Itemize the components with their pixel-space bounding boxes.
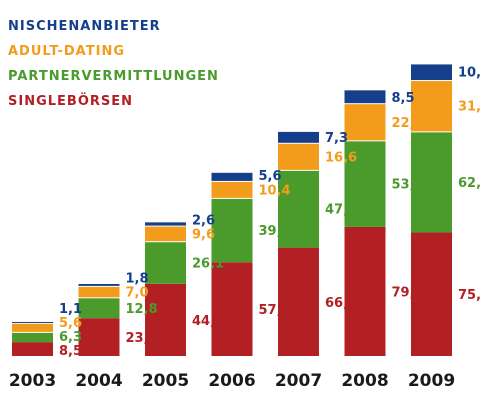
bar-partnervermittlungen-2007 xyxy=(278,170,319,248)
legend-item-adult-dating: ADULT-DATING xyxy=(8,44,125,59)
bar-partnervermittlungen-2004 xyxy=(78,298,120,319)
bar-adult-dating-2004 xyxy=(78,286,120,298)
bar-adult-dating-2003 xyxy=(12,323,53,332)
bar-adult-dating-2007 xyxy=(278,143,319,170)
value-label-adult-dating-2005: 9,6 xyxy=(192,227,215,242)
bars xyxy=(12,64,452,356)
value-label-adult-dating-2009: 31,5 xyxy=(458,100,481,115)
legend-item-partnervermittlungen: PARTNERVERMITTLUNGEN xyxy=(8,69,219,84)
bar-singleboersen-2009 xyxy=(411,232,452,356)
bar-partnervermittlungen-2008 xyxy=(344,141,386,227)
bar-singleboersen-2003 xyxy=(12,342,53,356)
legend: NISCHENANBIETER ADULT-DATING PARTNERVERMIT… xyxy=(8,19,219,109)
value-label-singleboersen-2009: 75,8 xyxy=(458,288,481,303)
value-label-adult-dating-2003: 5,6 xyxy=(59,316,82,331)
bar-singleboersen-2008 xyxy=(344,226,386,356)
value-label-nischenanbieter-2003: 1,1 xyxy=(59,302,82,317)
value-label-adult-dating-2008: 22,8 xyxy=(392,116,424,131)
value-label-nischenanbieter-2004: 1,8 xyxy=(126,271,149,286)
bar-nischenanbieter-2009 xyxy=(411,64,452,81)
value-label-singleboersen-2006: 57,5 xyxy=(259,303,291,318)
year-axis: 2003 2004 2005 2006 2007 2008 2009 xyxy=(9,371,455,391)
bar-partnervermittlungen-2009 xyxy=(411,132,452,233)
value-label-nischenanbieter-2007: 7,3 xyxy=(325,131,348,146)
bar-partnervermittlungen-2005 xyxy=(145,242,186,284)
value-label-nischenanbieter-2005: 2,6 xyxy=(192,213,215,228)
year-label-2005: 2005 xyxy=(142,371,189,391)
legend-item-singleboersen: SINGLEBÖRSEN xyxy=(8,93,133,109)
year-label-2007: 2007 xyxy=(275,371,322,391)
bar-partnervermittlungen-2003 xyxy=(12,332,53,343)
bar-adult-dating-2006 xyxy=(211,181,253,198)
value-label-singleboersen-2007: 66,5 xyxy=(325,296,357,311)
bar-singleboersen-2004 xyxy=(78,318,120,356)
bar-nischenanbieter-2003 xyxy=(12,321,53,323)
bar-nischenanbieter-2008 xyxy=(344,90,386,104)
year-label-2008: 2008 xyxy=(341,371,388,391)
value-label-nischenanbieter-2008: 8,5 xyxy=(392,91,415,106)
bar-singleboersen-2006 xyxy=(211,262,253,356)
bar-singleboersen-2005 xyxy=(145,283,186,356)
value-label-singleboersen-2003: 8,5 xyxy=(59,344,82,359)
value-label-adult-dating-2004: 7,0 xyxy=(126,285,149,300)
value-label-nischenanbieter-2009: 10,2 xyxy=(458,66,481,81)
value-label-partnervermittlungen-2005: 26,1 xyxy=(192,257,224,272)
value-label-partnervermittlungen-2009: 62,0 xyxy=(458,176,481,191)
bar-adult-dating-2009 xyxy=(411,81,452,132)
year-label-2009: 2009 xyxy=(408,371,455,391)
bar-nischenanbieter-2007 xyxy=(278,131,319,143)
value-label-singleboersen-2004: 23,2 xyxy=(126,331,158,346)
value-label-singleboersen-2008: 79,2 xyxy=(392,286,424,301)
value-label-singleboersen-2005: 44,3 xyxy=(192,314,224,329)
bar-nischenanbieter-2004 xyxy=(78,283,120,286)
legend-item-nischenanbieter: NISCHENANBIETER xyxy=(8,19,161,34)
bar-singleboersen-2007 xyxy=(278,247,319,356)
year-label-2006: 2006 xyxy=(208,371,255,391)
bar-adult-dating-2008 xyxy=(344,104,386,141)
year-label-2004: 2004 xyxy=(75,371,122,391)
value-label-partnervermittlungen-2008: 53,1 xyxy=(392,178,424,193)
bar-partnervermittlungen-2006 xyxy=(211,198,253,263)
value-label-partnervermittlungen-2006: 39,5 xyxy=(259,224,291,239)
value-label-partnervermittlungen-2003: 6,3 xyxy=(59,330,82,345)
value-label-partnervermittlungen-2004: 12,8 xyxy=(126,302,158,317)
value-labels: 8,56,35,61,123,212,87,01,844,326,19,62,6… xyxy=(59,66,481,359)
bar-adult-dating-2005 xyxy=(145,226,186,242)
value-label-nischenanbieter-2006: 5,6 xyxy=(259,169,282,184)
year-label-2003: 2003 xyxy=(9,371,56,391)
bar-nischenanbieter-2005 xyxy=(145,222,186,226)
value-label-partnervermittlungen-2007: 47,7 xyxy=(325,203,357,218)
bar-nischenanbieter-2006 xyxy=(211,172,253,181)
value-label-adult-dating-2007: 16,6 xyxy=(325,150,357,165)
value-label-adult-dating-2006: 10,4 xyxy=(259,183,291,198)
